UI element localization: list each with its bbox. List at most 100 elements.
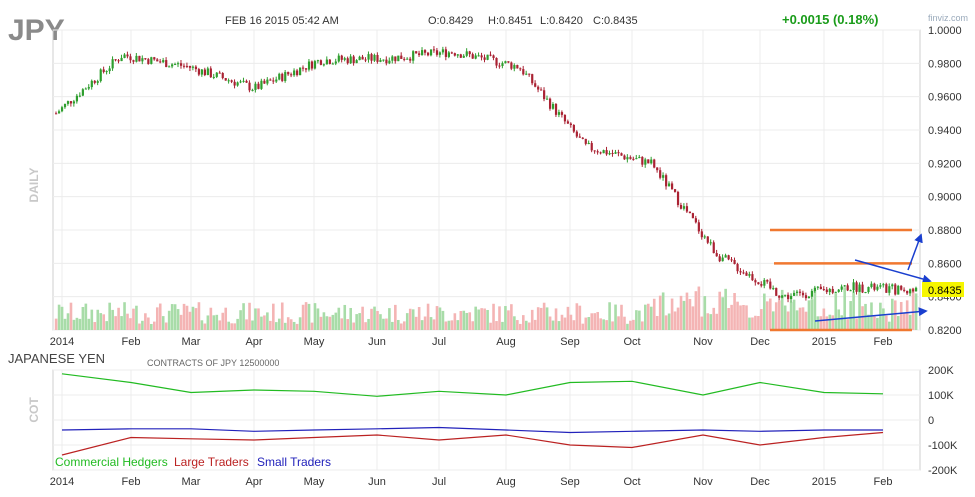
volume-bar — [272, 303, 275, 330]
candle-body — [245, 80, 248, 83]
candle-body — [287, 72, 290, 75]
price-grid — [53, 29, 920, 331]
candle-body — [694, 218, 697, 223]
timestamp: FEB 16 2015 05:42 AM — [225, 15, 339, 27]
volume-bar — [673, 311, 677, 330]
volume-bar — [280, 302, 284, 330]
volume-bar — [614, 304, 617, 330]
candle-body — [310, 61, 314, 69]
volume-bar — [471, 321, 475, 330]
volume-bar — [164, 322, 168, 330]
volume-bar — [289, 319, 293, 330]
candle-body — [108, 68, 111, 72]
volume-bar — [206, 315, 210, 330]
volume-bar — [777, 300, 781, 330]
volume-bar — [819, 316, 823, 330]
cot-y-tick: -100K — [928, 440, 958, 452]
cot-y-tick: 200K — [928, 365, 954, 377]
candle-body — [486, 54, 489, 60]
volume-bar — [340, 318, 344, 330]
volume-bar — [304, 302, 308, 330]
candle-body — [626, 157, 629, 160]
volume-bar — [664, 315, 668, 330]
volume-bar — [804, 311, 808, 330]
volume-bar — [533, 319, 537, 330]
volume-bar — [623, 316, 626, 330]
candle-body — [462, 55, 465, 58]
volume-bar — [786, 311, 790, 330]
candle-body — [296, 70, 299, 76]
volume-bar — [117, 307, 120, 330]
candle-body — [632, 158, 635, 160]
candle-body — [316, 60, 320, 62]
candle-body — [90, 80, 93, 88]
price-y-tick: 0.9000 — [928, 192, 962, 204]
cot-x-tick: Sep — [560, 476, 580, 488]
volume-bar — [617, 316, 620, 330]
candle-body — [557, 112, 561, 115]
candle-body — [257, 83, 260, 89]
candle-body — [638, 156, 641, 159]
volume-bar — [60, 306, 64, 330]
volume-bar — [697, 286, 701, 330]
price-x-tick: May — [304, 336, 325, 348]
candle-body — [608, 153, 611, 155]
volume-bar — [236, 318, 239, 330]
candle-body — [703, 236, 706, 238]
candle-body — [501, 63, 504, 67]
candle-body — [915, 287, 918, 292]
candle-body — [593, 150, 596, 152]
candle-body — [278, 73, 281, 80]
volume-bar — [402, 321, 406, 330]
candle-body — [831, 288, 834, 293]
volume-bar — [102, 314, 106, 330]
volume-bar — [635, 310, 638, 330]
candle-body — [177, 63, 180, 65]
candle-body — [495, 57, 498, 66]
volume-bar — [394, 304, 397, 330]
volume-bar — [581, 323, 585, 330]
volume-bar — [831, 315, 835, 330]
volume-bar — [105, 321, 108, 330]
candle-body — [313, 61, 317, 69]
candle-body — [188, 65, 192, 68]
price-x-tick: Feb — [122, 336, 141, 348]
candle-body — [456, 54, 459, 56]
volume-bar — [840, 315, 844, 330]
candle-body — [769, 281, 772, 289]
candle-body — [403, 58, 406, 60]
volume-bar — [524, 320, 528, 330]
volume-bar — [855, 318, 858, 330]
candle-body — [293, 70, 296, 76]
candle-body — [888, 286, 891, 293]
candle-body — [801, 292, 805, 296]
volume-bar — [322, 312, 326, 330]
volume-bar — [310, 322, 314, 330]
volume-bar — [72, 319, 76, 330]
candle-body — [807, 296, 811, 299]
candle-body — [745, 272, 748, 276]
volume-bar — [649, 306, 653, 330]
candle-body — [269, 79, 272, 81]
volume-bar — [566, 306, 570, 330]
volume-bar — [578, 305, 582, 330]
candle-body — [376, 54, 379, 62]
volume-bar — [462, 310, 466, 330]
candle-body — [400, 55, 403, 59]
candle-body — [373, 54, 376, 61]
candle-body — [165, 60, 168, 67]
candle-body — [620, 153, 623, 156]
candle-body — [248, 82, 251, 91]
volume-bar — [757, 316, 760, 330]
candle-body — [138, 55, 141, 62]
candle-body — [739, 271, 742, 273]
volume-bar — [203, 323, 207, 330]
volume-bar — [54, 318, 58, 330]
volume-bar — [813, 290, 817, 330]
candle-body — [748, 274, 751, 276]
volume-bar — [212, 315, 216, 330]
volume-bar — [477, 309, 480, 330]
volume-bar — [75, 317, 79, 330]
candle-body — [200, 69, 204, 75]
volume-bar — [861, 306, 864, 330]
